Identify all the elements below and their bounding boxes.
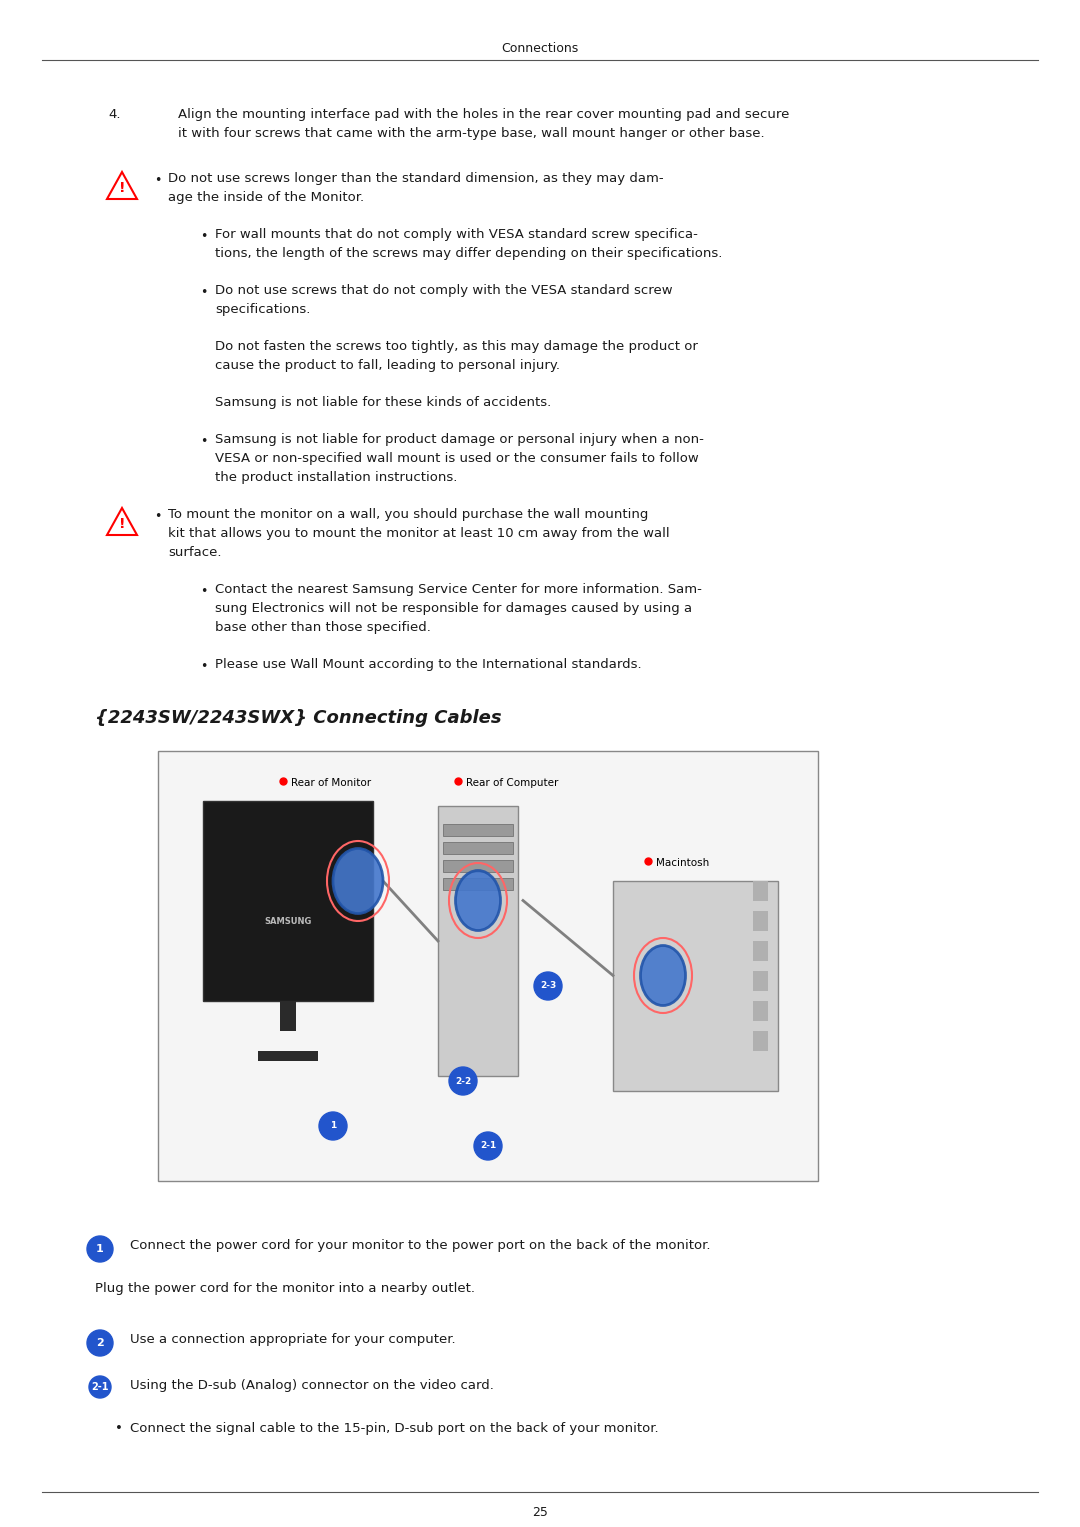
Text: Macintosh: Macintosh (656, 858, 710, 867)
Text: For wall mounts that do not comply with VESA standard screw specifica-: For wall mounts that do not comply with … (215, 228, 698, 241)
Text: cause the product to fall, leading to personal injury.: cause the product to fall, leading to pe… (215, 359, 561, 373)
Circle shape (319, 1112, 347, 1141)
Text: Please use Wall Mount according to the International standards.: Please use Wall Mount according to the I… (215, 658, 642, 670)
Bar (753, 941, 768, 960)
Bar (753, 971, 768, 991)
Text: tions, the length of the screws may differ depending on their specifications.: tions, the length of the screws may diff… (215, 247, 723, 260)
Circle shape (474, 1132, 502, 1161)
Text: specifications.: specifications. (215, 302, 310, 316)
Text: 2-2: 2-2 (455, 1077, 471, 1086)
Text: •: • (154, 174, 161, 186)
Text: 1: 1 (96, 1245, 104, 1254)
Text: Do not use screws longer than the standard dimension, as they may dam-: Do not use screws longer than the standa… (168, 173, 663, 185)
Text: 25: 25 (532, 1506, 548, 1518)
Circle shape (87, 1330, 113, 1356)
Bar (203, 802, 373, 1002)
Ellipse shape (333, 849, 383, 913)
Circle shape (449, 1067, 477, 1095)
Text: •: • (114, 1422, 123, 1435)
Text: To mount the monitor on a wall, you should purchase the wall mounting: To mount the monitor on a wall, you shou… (168, 508, 648, 521)
Text: Do not use screws that do not comply with the VESA standard screw: Do not use screws that do not comply wit… (215, 284, 673, 296)
Text: kit that allows you to mount the monitor at least 10 cm away from the wall: kit that allows you to mount the monitor… (168, 527, 670, 541)
Text: •: • (200, 660, 207, 673)
Ellipse shape (640, 945, 686, 1005)
Bar (443, 878, 513, 890)
Text: 2-3: 2-3 (540, 982, 556, 991)
Text: •: • (200, 286, 207, 299)
Bar (443, 860, 513, 872)
Bar (753, 881, 768, 901)
Text: base other than those specified.: base other than those specified. (215, 621, 431, 634)
FancyBboxPatch shape (158, 751, 818, 1180)
Text: 2: 2 (96, 1338, 104, 1348)
Bar (438, 806, 518, 1077)
Text: it with four screws that came with the arm-type base, wall mount hanger or other: it with four screws that came with the a… (178, 127, 765, 140)
Text: the product installation instructions.: the product installation instructions. (215, 470, 457, 484)
Text: Using the D-sub (Analog) connector on the video card.: Using the D-sub (Analog) connector on th… (130, 1379, 494, 1393)
Text: •: • (200, 585, 207, 599)
Bar (280, 1002, 296, 1031)
Ellipse shape (456, 870, 500, 930)
Bar (753, 1031, 768, 1051)
Text: Connect the signal cable to the 15-pin, D-sub port on the back of your monitor.: Connect the signal cable to the 15-pin, … (130, 1422, 659, 1435)
Text: sung Electronics will not be responsible for damages caused by using a: sung Electronics will not be responsible… (215, 602, 692, 615)
Text: Samsung is not liable for product damage or personal injury when a non-: Samsung is not liable for product damage… (215, 434, 704, 446)
Text: Rear of Computer: Rear of Computer (465, 777, 558, 788)
Text: age the inside of the Monitor.: age the inside of the Monitor. (168, 191, 364, 205)
Text: 2-1: 2-1 (480, 1142, 496, 1150)
Text: Align the mounting interface pad with the holes in the rear cover mounting pad a: Align the mounting interface pad with th… (178, 108, 789, 121)
Text: Connect the power cord for your monitor to the power port on the back of the mon: Connect the power cord for your monitor … (130, 1238, 711, 1252)
Text: •: • (154, 510, 161, 524)
Text: •: • (200, 435, 207, 447)
Text: 1: 1 (329, 1121, 336, 1130)
Text: Use a connection appropriate for your computer.: Use a connection appropriate for your co… (130, 1333, 456, 1345)
Circle shape (87, 1235, 113, 1261)
Text: Connections: Connections (501, 41, 579, 55)
Text: VESA or non-specified wall mount is used or the consumer fails to follow: VESA or non-specified wall mount is used… (215, 452, 699, 466)
Bar (613, 881, 778, 1090)
Circle shape (89, 1376, 111, 1399)
Bar (443, 841, 513, 854)
Text: 2-1: 2-1 (91, 1382, 109, 1393)
Text: SAMSUNG: SAMSUNG (265, 916, 312, 925)
Bar (258, 1051, 318, 1061)
Text: Plug the power cord for the monitor into a nearby outlet.: Plug the power cord for the monitor into… (95, 1283, 475, 1295)
Text: Samsung is not liable for these kinds of accidents.: Samsung is not liable for these kinds of… (215, 395, 551, 409)
Bar (753, 912, 768, 931)
Text: •: • (200, 231, 207, 243)
Text: Contact the nearest Samsung Service Center for more information. Sam-: Contact the nearest Samsung Service Cent… (215, 583, 702, 596)
Text: !: ! (119, 182, 125, 195)
Text: {2243SW/2243SWX} Connecting Cables: {2243SW/2243SWX} Connecting Cables (95, 709, 501, 727)
Text: Rear of Monitor: Rear of Monitor (291, 777, 372, 788)
Bar (443, 825, 513, 835)
Text: surface.: surface. (168, 547, 221, 559)
Circle shape (534, 973, 562, 1000)
Text: !: ! (119, 518, 125, 531)
Text: Do not fasten the screws too tightly, as this may damage the product or: Do not fasten the screws too tightly, as… (215, 341, 698, 353)
Bar (753, 1002, 768, 1022)
Text: 4.: 4. (108, 108, 121, 121)
